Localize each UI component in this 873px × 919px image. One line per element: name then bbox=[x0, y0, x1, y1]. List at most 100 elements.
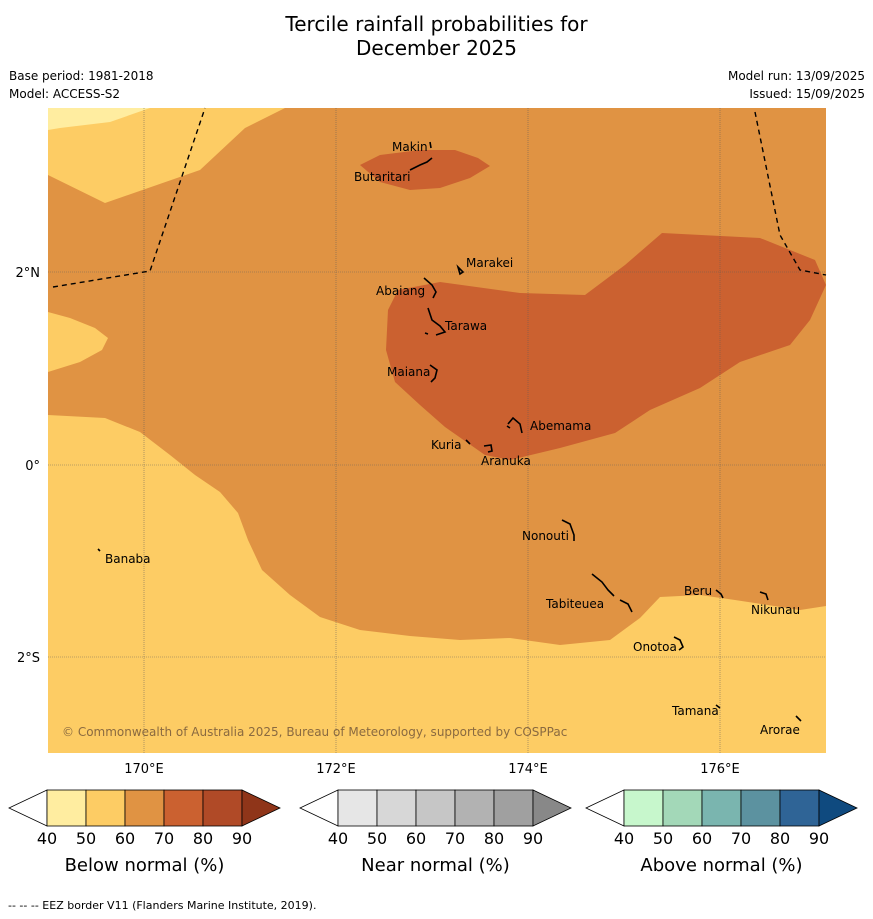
colorbar-tick-label: 80 bbox=[770, 829, 790, 848]
label-nonouti: Nonouti bbox=[522, 529, 569, 543]
colorbar-segment bbox=[163, 789, 204, 827]
colorbar-segment bbox=[415, 789, 456, 827]
island-tamana bbox=[715, 704, 721, 709]
colorbar-extend-high bbox=[241, 789, 281, 827]
colorbar-segment bbox=[779, 789, 820, 827]
label-abemama: Abemama bbox=[530, 419, 591, 433]
colorbar-tick-label: 90 bbox=[809, 829, 829, 848]
graticule bbox=[48, 108, 826, 753]
colorbar-tick-label: 50 bbox=[76, 829, 96, 848]
label-aranuka: Aranuka bbox=[481, 454, 531, 468]
island-tarawa bbox=[424, 307, 447, 336]
island-kuria bbox=[465, 439, 471, 445]
colorbar-tick-label: 70 bbox=[445, 829, 465, 848]
lat-label-2n: 2°N bbox=[16, 266, 41, 281]
copyright-notice: © Commonwealth of Australia 2025, Bureau… bbox=[62, 725, 567, 739]
eez-border bbox=[52, 107, 827, 288]
lat-label-2s: 2°S bbox=[17, 651, 40, 666]
model-name: Model: ACCESS-S2 bbox=[9, 87, 121, 101]
colorbar-tick-label: 40 bbox=[328, 829, 348, 848]
island-marakei bbox=[456, 264, 465, 276]
colorbar-0: 40 50 60 70 80 90 Below normal (%) bbox=[8, 789, 281, 876]
island-nikunau bbox=[759, 591, 769, 601]
issued-date: Issued: 15/09/2025 bbox=[749, 87, 865, 101]
eez-footnote: -- -- -- EEZ border V11 (Flanders Marine… bbox=[8, 899, 317, 912]
map-title: Tercile rainfall probabilities for Decem… bbox=[0, 12, 873, 60]
lon-label-170e: 170°E bbox=[124, 762, 164, 777]
colorbar-tick-label: 60 bbox=[406, 829, 426, 848]
colorbar-tick-label: 70 bbox=[154, 829, 174, 848]
meta-right: Model run: 13/09/2025 Issued: 15/09/2025 bbox=[728, 67, 865, 103]
lon-label-176e: 176°E bbox=[700, 762, 740, 777]
label-tabiteuea: Tabiteuea bbox=[545, 597, 604, 611]
zone-70-80-north bbox=[360, 150, 490, 190]
colorbar-tick-label: 80 bbox=[484, 829, 504, 848]
label-onotoa: Onotoa bbox=[633, 640, 677, 654]
colorbar-segment bbox=[46, 789, 87, 827]
island-makin bbox=[429, 141, 432, 149]
label-abaiang: Abaiang bbox=[376, 284, 425, 298]
island-tabiteuea bbox=[591, 573, 633, 613]
label-tarawa: Tarawa bbox=[444, 319, 487, 333]
model-run: Model run: 13/09/2025 bbox=[727, 69, 865, 83]
island-abaiang bbox=[423, 277, 437, 299]
island-abemama bbox=[506, 416, 523, 434]
colorbar-tick-label: 40 bbox=[37, 829, 57, 848]
colorbar-segment bbox=[85, 789, 126, 827]
colorbar-2: 40 50 60 70 80 90 Above normal (%) bbox=[585, 789, 858, 876]
colorbar-segment bbox=[701, 789, 742, 827]
colorbar-extend-high bbox=[818, 789, 858, 827]
label-arorae: Arorae bbox=[760, 723, 800, 737]
title-line-2: December 2025 bbox=[356, 36, 517, 60]
probability-field bbox=[48, 108, 826, 753]
colorbars: 40 50 60 70 80 90 Below normal (%) 40 50 60 70 80 90… bbox=[8, 789, 858, 876]
colorbar-extend-low bbox=[299, 789, 339, 827]
colorbar-extend-high bbox=[532, 789, 572, 827]
colorbar-tick-label: 60 bbox=[115, 829, 135, 848]
island-banaba bbox=[97, 548, 101, 552]
label-butaritari: Butaritari bbox=[354, 170, 411, 184]
colorbar-segment bbox=[740, 789, 781, 827]
colorbar-label: Below normal (%) bbox=[65, 855, 225, 876]
colorbar-tick-label: 50 bbox=[367, 829, 387, 848]
colorbar-segment bbox=[202, 789, 243, 827]
colorbar-tick-label: 70 bbox=[731, 829, 751, 848]
colorbar-tick-label: 60 bbox=[692, 829, 712, 848]
zone-70-80-central bbox=[386, 233, 826, 460]
label-beru: Beru bbox=[684, 584, 712, 598]
meta-left: Base period: 1981-2018 Model: ACCESS-S2 bbox=[9, 67, 154, 103]
eez-border-east bbox=[754, 111, 827, 276]
island-butaritari bbox=[409, 157, 433, 171]
colorbar-segment bbox=[623, 789, 664, 827]
lon-label-174e: 174°E bbox=[508, 762, 548, 777]
colorbar-segment bbox=[337, 789, 378, 827]
colorbar-extend-low bbox=[585, 789, 625, 827]
colorbar-label: Near normal (%) bbox=[361, 855, 510, 876]
label-makin: Makin bbox=[392, 140, 428, 154]
colorbar-tick-label: 90 bbox=[232, 829, 252, 848]
colorbar-segment bbox=[454, 789, 495, 827]
colorbar-1: 40 50 60 70 80 90 Near normal (%) bbox=[299, 789, 572, 876]
colorbar-segment bbox=[662, 789, 703, 827]
label-marakei: Marakei bbox=[466, 256, 513, 270]
island-nonouti bbox=[561, 519, 575, 541]
colorbar-extend-low bbox=[8, 789, 48, 827]
lat-label-0: 0° bbox=[25, 459, 40, 474]
base-period: Base period: 1981-2018 bbox=[9, 69, 154, 83]
zone-40-50-topleft bbox=[48, 108, 150, 130]
island-arorae bbox=[795, 715, 802, 722]
colorbar-tick-label: 90 bbox=[523, 829, 543, 848]
colorbar-tick-label: 80 bbox=[193, 829, 213, 848]
label-maiana: Maiana bbox=[387, 365, 430, 379]
title-line-1: Tercile rainfall probabilities for bbox=[285, 12, 588, 36]
colorbar-label: Above normal (%) bbox=[640, 855, 802, 876]
label-kuria: Kuria bbox=[431, 438, 462, 452]
colorbar-segment bbox=[124, 789, 165, 827]
island-onotoa bbox=[673, 636, 684, 651]
colorbar-tick-label: 40 bbox=[614, 829, 634, 848]
lon-label-172e: 172°E bbox=[316, 762, 356, 777]
label-tamana: Tamana bbox=[671, 704, 719, 718]
island-maiana bbox=[429, 364, 438, 383]
colorbar-tick-label: 50 bbox=[653, 829, 673, 848]
